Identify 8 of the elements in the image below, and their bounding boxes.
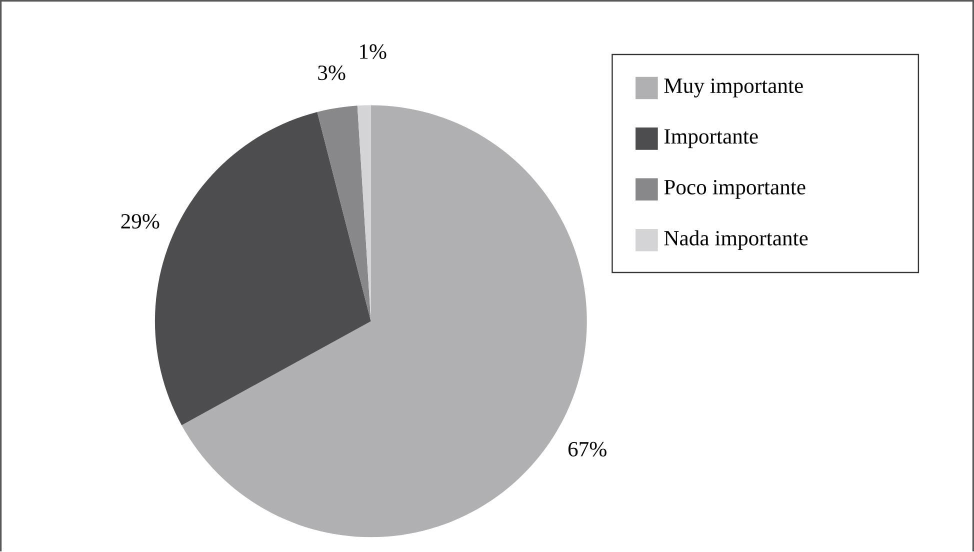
legend-label: Muy importante (664, 78, 803, 98)
data-label: 1% (360, 44, 386, 59)
legend-label: Importante (664, 129, 758, 148)
legend-label: Nada importante (664, 230, 808, 250)
data-label: 29% (121, 214, 160, 229)
legend-label: Poco importante (664, 180, 806, 199)
data-label: 3% (318, 65, 346, 80)
data-label: 67% (568, 442, 606, 456)
